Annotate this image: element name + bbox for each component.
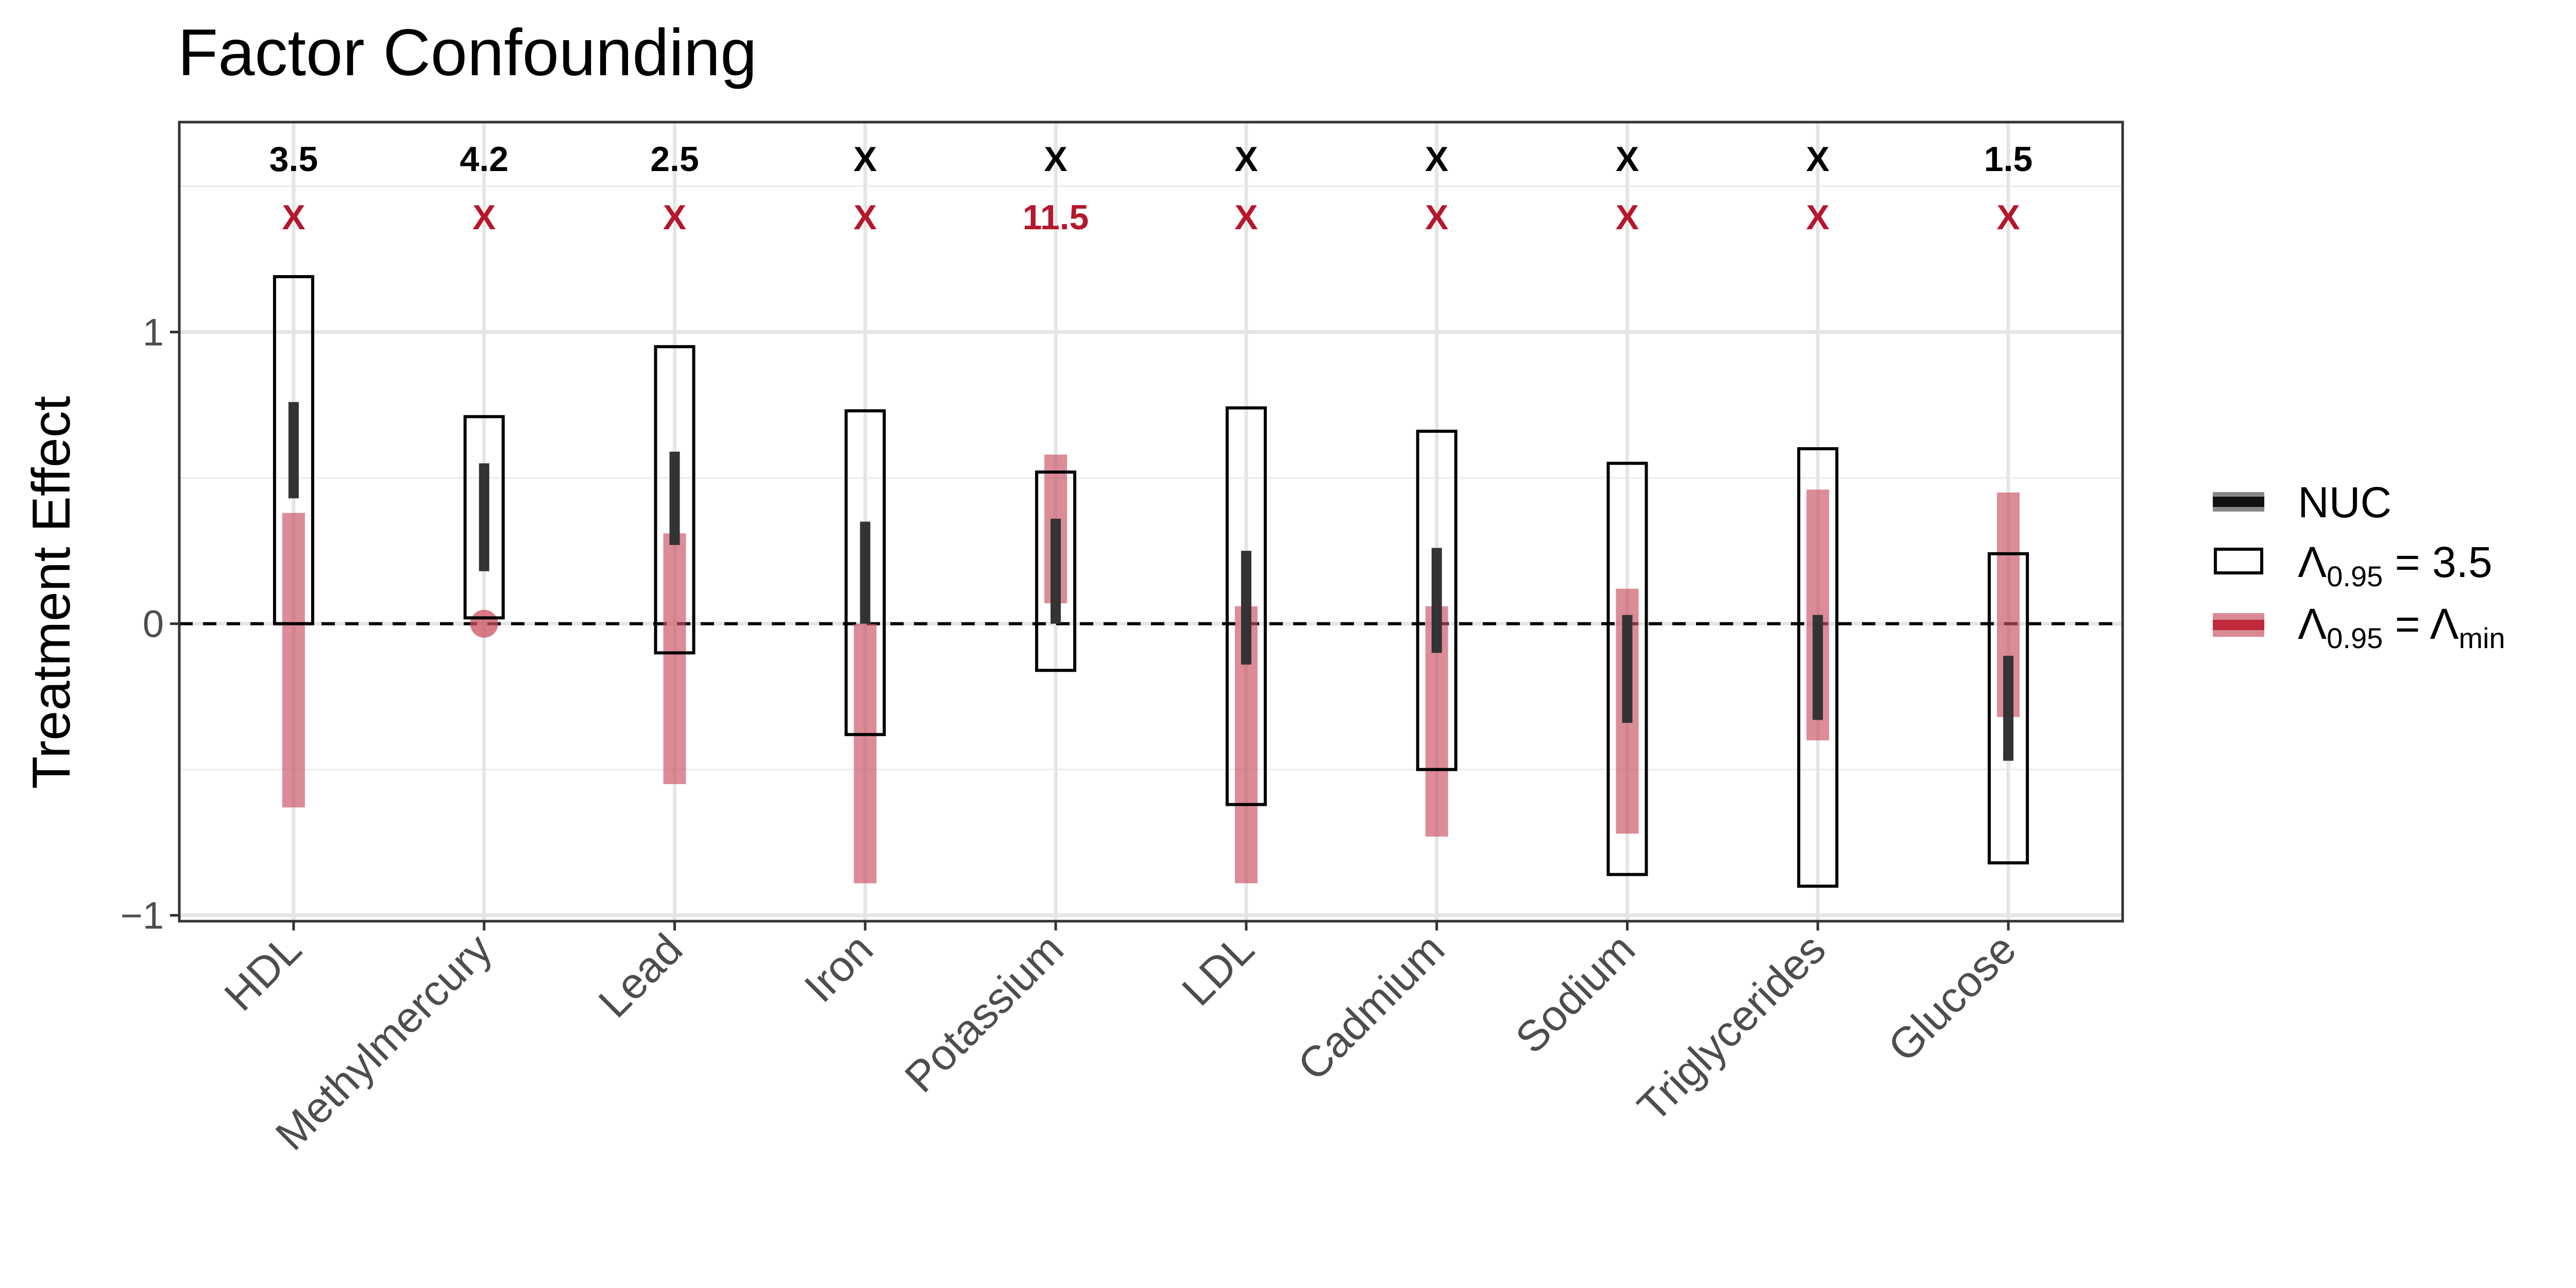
y-tick-label: 0 (143, 603, 164, 646)
legend-item-lambda-min: Λ0.95 = Λmin (2213, 600, 2505, 654)
top-label-row2: X (1616, 198, 1639, 237)
legend-key-min-inner (2213, 620, 2264, 630)
lambda-min-interval (282, 513, 305, 808)
top-label-row2: X (663, 198, 686, 237)
top-label-row2: X (1234, 198, 1258, 237)
plot-border (178, 121, 2124, 923)
lambda-35-box (1035, 470, 1077, 672)
x-tick-label: Triglycerides (1628, 924, 1835, 1131)
legend-label-nuc: NUC (2298, 478, 2392, 527)
top-label-row1: X (1425, 140, 1448, 179)
top-label-row1: X (1616, 140, 1639, 179)
y-tick-label: 1 (143, 311, 164, 354)
plot-area: 3.5X4.2X2.5XXXX11.5XXXXXXXX1.5X−101HDLMe… (121, 121, 2124, 1159)
top-label-row2: X (1806, 198, 1829, 237)
x-tick-label: Potassium (895, 924, 1073, 1101)
legend-item-nuc: NUC (2213, 478, 2392, 527)
top-label-row2: 11.5 (1023, 198, 1089, 237)
legend-key-box (2214, 548, 2263, 574)
nuc-interval (1050, 518, 1061, 624)
lambda-35-box (654, 345, 696, 655)
lambda-min-point (470, 609, 498, 638)
x-tick-label: HDL (215, 924, 310, 1020)
lambda-35-box (1606, 462, 1648, 876)
plot-background (179, 122, 2123, 921)
legend-label-lambda-min: Λ0.95 = Λmin (2298, 600, 2505, 654)
lambda-35-box (844, 409, 886, 736)
nuc-interval (2003, 655, 2014, 761)
nuc-interval (669, 451, 680, 545)
top-label-row1: X (1806, 140, 1829, 179)
lambda-min-interval (854, 623, 877, 884)
chart-title: Factor Confounding (178, 16, 757, 90)
top-label-row2: X (854, 198, 877, 237)
top-label-row2: X (1996, 198, 2020, 237)
top-label-row1: X (854, 140, 877, 179)
lambda-35-box (1797, 447, 1839, 888)
nuc-interval (1241, 551, 1251, 665)
top-label-row1: X (1234, 140, 1258, 179)
x-tick-label: LDL (1173, 924, 1263, 1014)
nuc-interval (479, 463, 489, 571)
nuc-interval (288, 402, 299, 499)
legend-item-lambda-35: Λ0.95 = 3.5 (2214, 538, 2493, 592)
x-tick-label: Iron (795, 924, 882, 1011)
top-label-row1: 2.5 (650, 140, 699, 179)
nuc-interval (860, 521, 871, 624)
lambda-min-interval (663, 533, 686, 784)
top-label-row1: 3.5 (269, 140, 318, 179)
x-tick-label: Lead (589, 924, 692, 1027)
top-label-row2: X (282, 198, 305, 237)
nuc-interval (1431, 548, 1442, 653)
lambda-35-box (1225, 406, 1267, 806)
lambda-35-box (463, 415, 505, 620)
x-tick-label: Glucose (1878, 924, 2025, 1071)
lambda-35-box (1988, 552, 2029, 865)
y-tick-label: −1 (121, 894, 164, 937)
lambda-35-box (1416, 430, 1458, 771)
x-tick-label: Cadmium (1289, 924, 1454, 1090)
legend-key-nuc-inner (2213, 497, 2264, 507)
top-label-row2: X (472, 198, 496, 237)
top-label-row2: X (1425, 198, 1448, 237)
x-tick-label: Sodium (1506, 924, 1644, 1062)
top-label-row1: 1.5 (1984, 140, 2033, 179)
top-label-row1: 4.2 (460, 140, 509, 179)
nuc-interval (1812, 615, 1823, 720)
nuc-interval (1622, 615, 1633, 723)
legend-label-lambda-35: Λ0.95 = 3.5 (2298, 538, 2493, 592)
y-axis-title: Treatment Effect (22, 396, 81, 789)
top-label-row1: X (1044, 140, 1067, 179)
legend: NUC Λ0.95 = 3.5 Λ0.95 = Λmin (2213, 478, 2505, 654)
lambda-35-box (273, 275, 314, 625)
